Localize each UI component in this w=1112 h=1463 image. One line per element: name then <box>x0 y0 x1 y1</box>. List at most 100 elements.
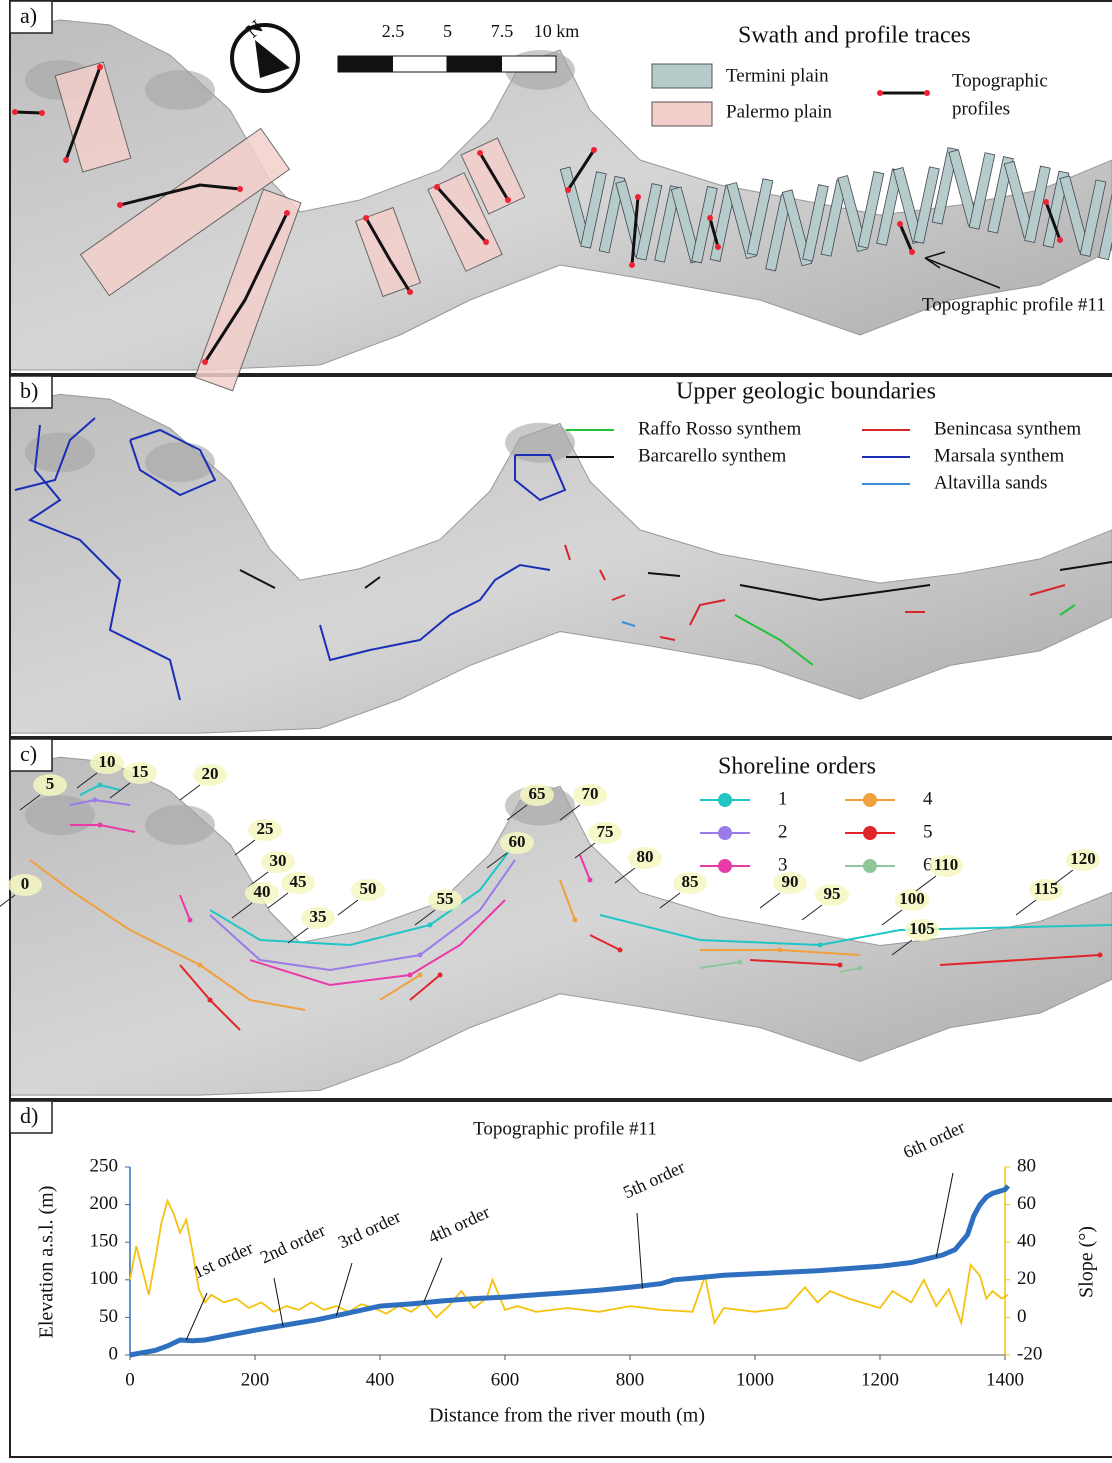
y2-tick-label: 0 <box>1017 1306 1027 1327</box>
profile-end <box>483 239 489 245</box>
profile-end <box>237 186 243 192</box>
legend-label: 2 <box>778 821 788 842</box>
x-tick-label: 200 <box>241 1369 270 1390</box>
annotation-leader <box>274 1278 283 1326</box>
legend-dot <box>718 859 732 873</box>
legend-dot <box>863 826 877 840</box>
x-tick-label: 1400 <box>986 1369 1024 1390</box>
y2-tick-label: 80 <box>1017 1155 1036 1176</box>
shoreline-label: 10 <box>99 752 116 771</box>
y-axis-label: Elevation a.s.l. (m) <box>36 1186 58 1339</box>
shoreline-point <box>738 960 743 965</box>
annotation-leader <box>936 1173 953 1257</box>
shoreline-label: 100 <box>899 889 925 908</box>
elevation-line <box>130 1186 1008 1355</box>
shoreline-label: 20 <box>202 764 219 783</box>
scale-label: 5 <box>443 21 452 41</box>
shoreline-label: 15 <box>132 762 149 781</box>
shoreline-label: 45 <box>290 872 307 891</box>
shoreline-point <box>573 918 578 923</box>
annotation: 6th order <box>900 1117 968 1163</box>
x-tick-label: 1000 <box>736 1369 774 1390</box>
annotation: 3rd order <box>335 1206 404 1252</box>
panel-label: b) <box>20 378 38 403</box>
shoreline-label: 120 <box>1070 849 1096 868</box>
profile-end <box>1057 237 1063 243</box>
label-leader <box>1053 870 1073 885</box>
legend-label: 4 <box>923 788 933 809</box>
shoreline-label: 55 <box>437 889 454 908</box>
annotation: 1st order <box>190 1237 256 1282</box>
legend-label: profiles <box>952 98 1010 119</box>
profile-end <box>629 262 635 268</box>
shoreline-label: 85 <box>682 872 699 891</box>
profile-end <box>477 150 483 156</box>
annotation-leader <box>637 1213 643 1289</box>
profile-end <box>565 187 571 193</box>
shoreline-label: 30 <box>270 851 287 870</box>
island-relief <box>145 805 215 845</box>
shoreline-point <box>838 963 843 968</box>
scale-label: 2.5 <box>382 21 405 41</box>
x-axis-label: Distance from the river mouth (m) <box>429 1405 705 1427</box>
shoreline-point <box>98 823 103 828</box>
shoreline-label: 95 <box>824 884 841 903</box>
shoreline-point <box>858 966 863 971</box>
legend-label: Topographic <box>952 70 1048 91</box>
shoreline-point <box>208 998 213 1003</box>
profile-end <box>363 215 369 221</box>
legend-profile-end <box>877 90 883 96</box>
y2-axis-label: Slope (°) <box>1076 1226 1098 1298</box>
legend-dot <box>718 793 732 807</box>
y-tick-label: 150 <box>90 1231 119 1252</box>
legend-label: 1 <box>778 788 788 809</box>
label-leader <box>882 910 902 925</box>
slope-line <box>130 1201 1008 1323</box>
shoreline-label: 90 <box>782 872 799 891</box>
profile-end <box>407 289 413 295</box>
legend-label: Palermo plain <box>726 101 833 122</box>
legend-label: Benincasa synthem <box>934 418 1081 439</box>
panel-frame <box>10 1101 1112 1457</box>
shoreline-label: 110 <box>934 855 959 874</box>
legend-label: Barcarello synthem <box>638 445 786 466</box>
shoreline-point <box>1098 953 1103 958</box>
legend-label: Raffo Rosso synthem <box>638 418 801 439</box>
island-relief <box>145 70 215 110</box>
annotation: Topographic profile #11 <box>922 294 1106 315</box>
annotation: 4th order <box>425 1202 493 1248</box>
legend-swatch <box>652 64 712 88</box>
shoreline-label: 25 <box>257 819 274 838</box>
shoreline-point <box>408 973 413 978</box>
shoreline-label: 65 <box>529 784 546 803</box>
legend-label: Altavilla sands <box>934 472 1047 493</box>
shoreline-label: 75 <box>597 822 614 841</box>
shoreline-point <box>778 948 783 953</box>
y2-tick-label: 20 <box>1017 1268 1036 1289</box>
shoreline-label: 80 <box>637 847 654 866</box>
scale-label: 7.5 <box>491 21 514 41</box>
profile-end <box>635 194 641 200</box>
legend-dot <box>863 793 877 807</box>
y2-tick-label: 60 <box>1017 1193 1036 1214</box>
profile-end <box>97 64 103 70</box>
shoreline-label: 5 <box>46 774 55 793</box>
annotation: 5th order <box>620 1157 688 1203</box>
profile-end <box>39 110 45 116</box>
y-tick-label: 250 <box>90 1155 119 1176</box>
x-tick-label: 800 <box>616 1369 645 1390</box>
chart-title: Topographic profile #11 <box>473 1118 657 1139</box>
shoreline-label: 115 <box>1034 879 1059 898</box>
x-tick-label: 400 <box>366 1369 395 1390</box>
x-tick-label: 1200 <box>861 1369 899 1390</box>
shoreline-point <box>198 963 203 968</box>
y2-tick-label: -20 <box>1017 1343 1042 1364</box>
annotation-leader <box>186 1293 207 1340</box>
shoreline-label: 40 <box>254 882 271 901</box>
shoreline-point <box>428 923 433 928</box>
shoreline-point <box>418 953 423 958</box>
legend-swatch <box>652 102 712 126</box>
shoreline-label: 60 <box>509 832 526 851</box>
y-tick-label: 200 <box>90 1193 119 1214</box>
shoreline-label: 50 <box>360 879 377 898</box>
